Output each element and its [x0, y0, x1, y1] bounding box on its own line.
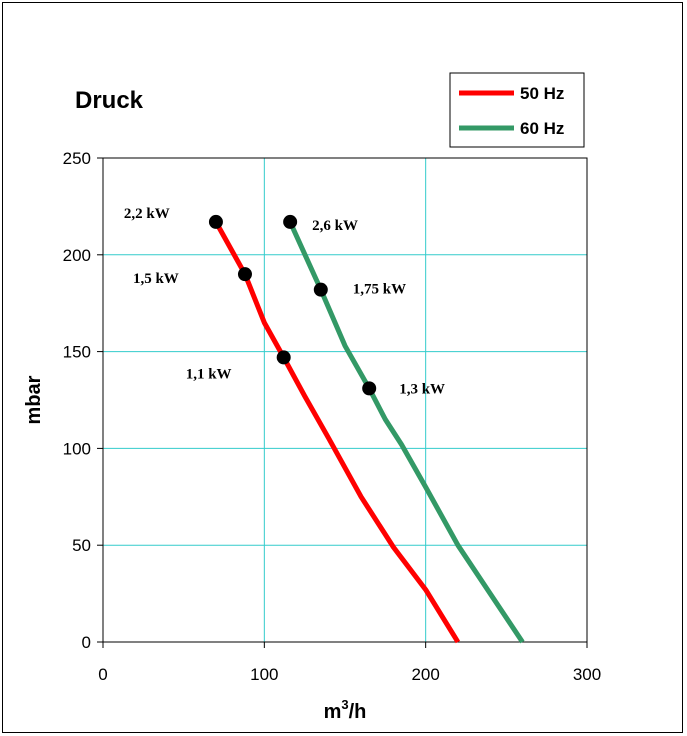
- y-tick-label: 0: [82, 633, 91, 652]
- marker-label: 1,1 kW: [186, 366, 232, 382]
- legend-label-50hz: 50 Hz: [520, 84, 564, 103]
- y-tick-label: 150: [63, 343, 91, 362]
- marker-label: 2,2 kW: [124, 206, 170, 222]
- series-line-50hz: [213, 220, 461, 644]
- marker-point: [362, 381, 377, 396]
- legend-box: [449, 72, 585, 148]
- power-markers: 2,2 kW 1,5 kW 1,1 kW 2,6 kW 1,75 kW 1,3 kW: [124, 206, 445, 397]
- marker-label: 1,3 kW: [399, 381, 445, 397]
- marker-point: [283, 214, 298, 229]
- marker-label: 2,6 kW: [312, 218, 358, 234]
- x-tick-label: 0: [98, 665, 107, 684]
- marker-point: [276, 350, 291, 365]
- chart-title: Druck: [75, 87, 144, 114]
- plot-area: [102, 157, 588, 643]
- y-tick-label: 200: [63, 246, 91, 265]
- y-tick-label: 250: [63, 149, 91, 168]
- marker-point: [208, 214, 223, 229]
- marker-label: 1,75 kW: [353, 282, 406, 298]
- marker-point: [237, 267, 252, 282]
- y-tick-label: 50: [72, 536, 91, 555]
- series-lines: [213, 220, 525, 644]
- x-tick-label: 100: [250, 665, 278, 684]
- y-tick-label: 100: [63, 439, 91, 458]
- x-axis-ticks: 0 100 200 300: [98, 642, 601, 684]
- legend-label-60hz: 60 Hz: [520, 119, 564, 138]
- x-tick-label: 300: [573, 665, 601, 684]
- series-line-60hz: [287, 220, 525, 644]
- legend: 50 Hz 60 Hz: [449, 72, 585, 148]
- marker-label: 1,5 kW: [133, 271, 179, 287]
- y-axis-ticks: 0 50 100 150 200 250: [63, 149, 103, 652]
- x-tick-label: 200: [411, 665, 439, 684]
- marker-point: [313, 282, 328, 297]
- x-axis-label: m3/h: [324, 697, 367, 723]
- y-axis-label: mbar: [23, 375, 45, 424]
